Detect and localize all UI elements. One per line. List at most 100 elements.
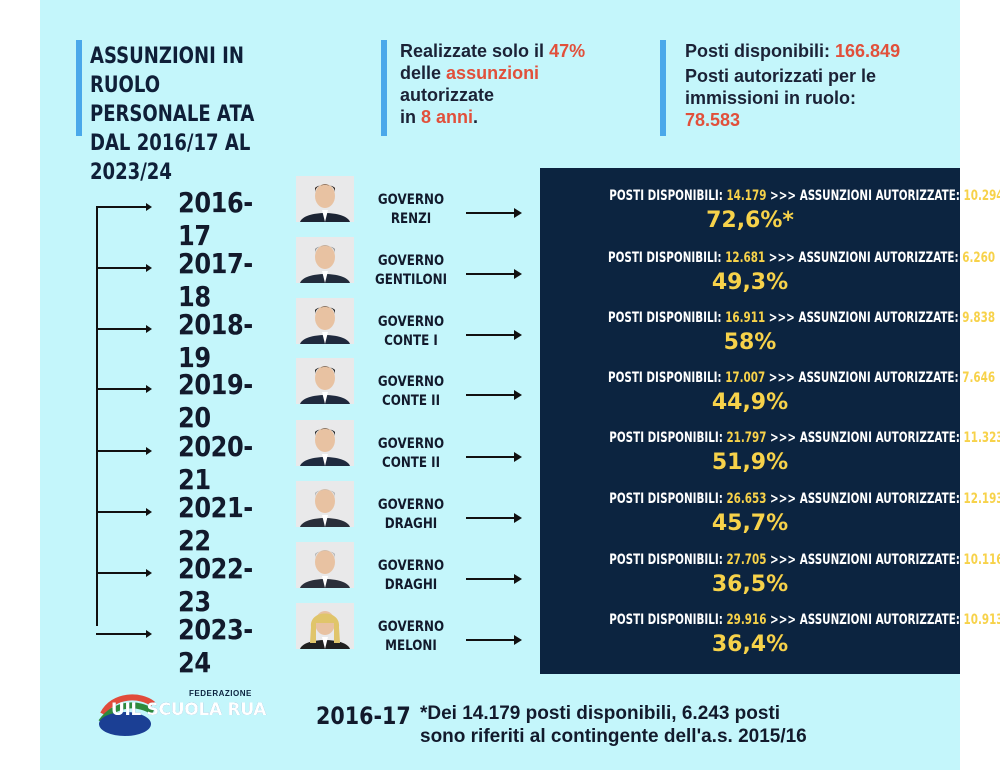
- assunzioni-value: 12.193: [963, 491, 1000, 507]
- year-label: 2022-23: [178, 552, 253, 618]
- posti-value: 21.797: [726, 430, 767, 446]
- timeline-bracket-tick: [96, 328, 146, 330]
- arrow-right-icon: [466, 269, 522, 279]
- footnote-year: 2016-17: [316, 702, 411, 730]
- government-line-1: GOVERNO: [377, 192, 445, 208]
- draghi-portrait-icon: [296, 481, 354, 527]
- posti-label: POSTI DISPONIBILI:: [609, 188, 727, 204]
- arrow-right-icon: [466, 574, 522, 584]
- arrow-right-icon: [466, 452, 522, 462]
- assunzioni-label: ASSUNZIONI AUTORIZZATE:: [798, 250, 963, 266]
- separator: >>>: [766, 612, 800, 628]
- uil-scuola-logo: FEDERAZIONE UIL SCUOLA RUA: [95, 686, 275, 740]
- assunzioni-label: ASSUNZIONI AUTORIZZATE:: [799, 491, 964, 507]
- government-label: GOVERNO GENTILONI: [374, 252, 447, 290]
- separator: >>>: [766, 430, 800, 446]
- government-name: RENZI: [390, 211, 432, 227]
- percentage-value: 72,6%*: [706, 208, 794, 233]
- posti-value: 14.179: [726, 188, 767, 204]
- bracket-arrowhead-icon: [146, 508, 152, 516]
- government-line-1: GOVERNO: [377, 558, 445, 574]
- conte-portrait-icon: [296, 298, 354, 344]
- year-label: 2021-22: [178, 491, 253, 557]
- government-name: DRAGHI: [384, 577, 438, 593]
- arrow-right-icon: [466, 390, 522, 400]
- autorizzati-total: 78.583: [685, 110, 741, 130]
- government-label: GOVERNO DRAGHI: [374, 496, 447, 534]
- arrow-right-icon: [466, 208, 522, 218]
- bracket-arrowhead-icon: [146, 264, 152, 272]
- year-row: 2019-20 GOVERNO CONTE II: [0, 358, 540, 434]
- government-label: GOVERNO DRAGHI: [374, 557, 447, 595]
- assunzioni-label: ASSUNZIONI AUTORIZZATE:: [798, 370, 963, 386]
- year-row: 2018-19 GOVERNO CONTE I: [0, 298, 540, 374]
- government-label: GOVERNO CONTE II: [374, 373, 447, 411]
- government-line-1: GOVERNO: [377, 374, 445, 390]
- government-line-1: GOVERNO: [377, 497, 445, 513]
- stats-line: POSTI DISPONIBILI: 26.653 >>> ASSUNZIONI…: [540, 491, 1000, 507]
- year-row: 2022-23 GOVERNO DRAGHI: [0, 542, 540, 618]
- separator: >>>: [766, 491, 800, 507]
- posti-label: POSTI DISPONIBILI:: [609, 491, 727, 507]
- percentage-value: 51,9%: [711, 450, 789, 475]
- year-row: 2021-22 GOVERNO DRAGHI: [0, 481, 540, 557]
- posti-label: POSTI DISPONIBILI:: [607, 310, 726, 326]
- title-line-3: DAL 2016/17 AL 2023/24: [90, 131, 251, 185]
- government-line-1: GOVERNO: [377, 314, 445, 330]
- title-line-1: ASSUNZIONI IN RUOLO: [90, 44, 244, 98]
- year-label: 2016-17: [178, 186, 253, 252]
- timeline-bracket-tick: [96, 572, 146, 574]
- government-name: DRAGHI: [384, 516, 438, 532]
- gentiloni-portrait-icon: [296, 237, 354, 283]
- logo-top-text: FEDERAZIONE: [189, 689, 252, 698]
- government-name: MELONI: [385, 638, 437, 654]
- year-label: 2023-24: [178, 613, 253, 679]
- percentage-value: 49,3%: [711, 270, 789, 295]
- intro-summary: Realizzate solo il 47% delle assunzioni …: [400, 41, 586, 127]
- arrow-right-icon: [466, 513, 522, 523]
- posti-value: 29.916: [726, 612, 767, 628]
- stats-line: POSTI DISPONIBILI: 14.179 >>> ASSUNZIONI…: [540, 188, 1000, 204]
- separator: >>>: [766, 552, 800, 568]
- separator: >>>: [765, 370, 799, 386]
- logo-swoosh-icon: [98, 694, 155, 736]
- posti-summary: Posti disponibili: 166.849 Posti autoriz…: [685, 40, 955, 131]
- assunzioni-label: ASSUNZIONI AUTORIZZATE:: [799, 552, 964, 568]
- government-label: GOVERNO RENZI: [374, 191, 447, 229]
- stats-line: POSTI DISPONIBILI: 29.916 >>> ASSUNZIONI…: [540, 612, 1000, 628]
- posti-accent-bar: [660, 40, 666, 136]
- posti-value: 12.681: [725, 250, 766, 266]
- year-row: 2016-17 GOVERNO RENZI: [0, 176, 540, 252]
- assunzioni-value: 11.323: [963, 430, 1000, 446]
- posti-value: 27.705: [726, 552, 767, 568]
- government-name: CONTE II: [381, 455, 441, 471]
- timeline-bracket-tick: [96, 511, 146, 513]
- conte-portrait-icon: [296, 358, 354, 404]
- arrow-right-icon: [466, 635, 522, 645]
- year-row: 2020-21 GOVERNO CONTE II: [0, 420, 540, 496]
- footnote-text: *Dei 14.179 posti disponibili, 6.243 pos…: [420, 703, 807, 747]
- separator: >>>: [766, 188, 800, 204]
- assunzioni-value: 9.838: [962, 310, 996, 326]
- year-label: 2020-21: [178, 430, 253, 496]
- government-label: GOVERNO CONTE II: [374, 435, 447, 473]
- government-line-1: GOVERNO: [377, 253, 445, 269]
- year-label: 2017-18: [178, 247, 253, 313]
- percentage-value: 58%: [723, 330, 777, 355]
- posti-label: POSTI DISPONIBILI:: [607, 250, 726, 266]
- bracket-arrowhead-icon: [146, 203, 152, 211]
- posti-label: POSTI DISPONIBILI:: [607, 370, 726, 386]
- assunzioni-label: ASSUNZIONI AUTORIZZATE:: [799, 430, 964, 446]
- government-line-1: GOVERNO: [377, 436, 445, 452]
- assunzioni-value: 6.260: [962, 250, 996, 266]
- renzi-portrait-icon: [296, 176, 354, 222]
- timeline-bracket-tick: [96, 267, 146, 269]
- stats-line: POSTI DISPONIBILI: 12.681 >>> ASSUNZIONI…: [540, 250, 995, 266]
- year-label: 2019-20: [178, 368, 253, 434]
- year-label: 2018-19: [178, 308, 253, 374]
- government-label: GOVERNO MELONI: [374, 618, 447, 656]
- bracket-arrowhead-icon: [146, 325, 152, 333]
- title-line-2: PERSONALE ATA: [90, 102, 255, 127]
- timeline-bracket-tick: [96, 206, 146, 208]
- posti-label: POSTI DISPONIBILI:: [609, 430, 727, 446]
